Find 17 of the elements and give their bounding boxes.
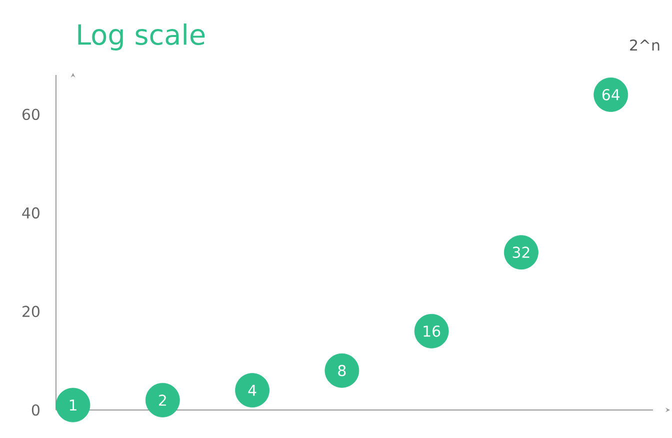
point (145, 382, 180, 418)
data-label: 1 (70, 400, 76, 411)
y-tick-label: 60 (22, 108, 40, 120)
point (235, 373, 270, 408)
data-label: 64 (602, 89, 620, 100)
data-label: 16 (424, 326, 440, 337)
data-label: 4 (248, 384, 256, 396)
chart-title: Log scale (78, 23, 205, 50)
data-label: 32 (512, 246, 530, 258)
data-label: 8 (338, 364, 346, 376)
y-tick-label: 20 (22, 306, 40, 318)
point (56, 388, 90, 422)
point (324, 353, 360, 388)
y-tick-label: 40 (22, 207, 40, 219)
data-label: 2 (158, 394, 166, 406)
y-tick-label: 0 (32, 404, 40, 416)
text: 2^n (630, 39, 660, 51)
